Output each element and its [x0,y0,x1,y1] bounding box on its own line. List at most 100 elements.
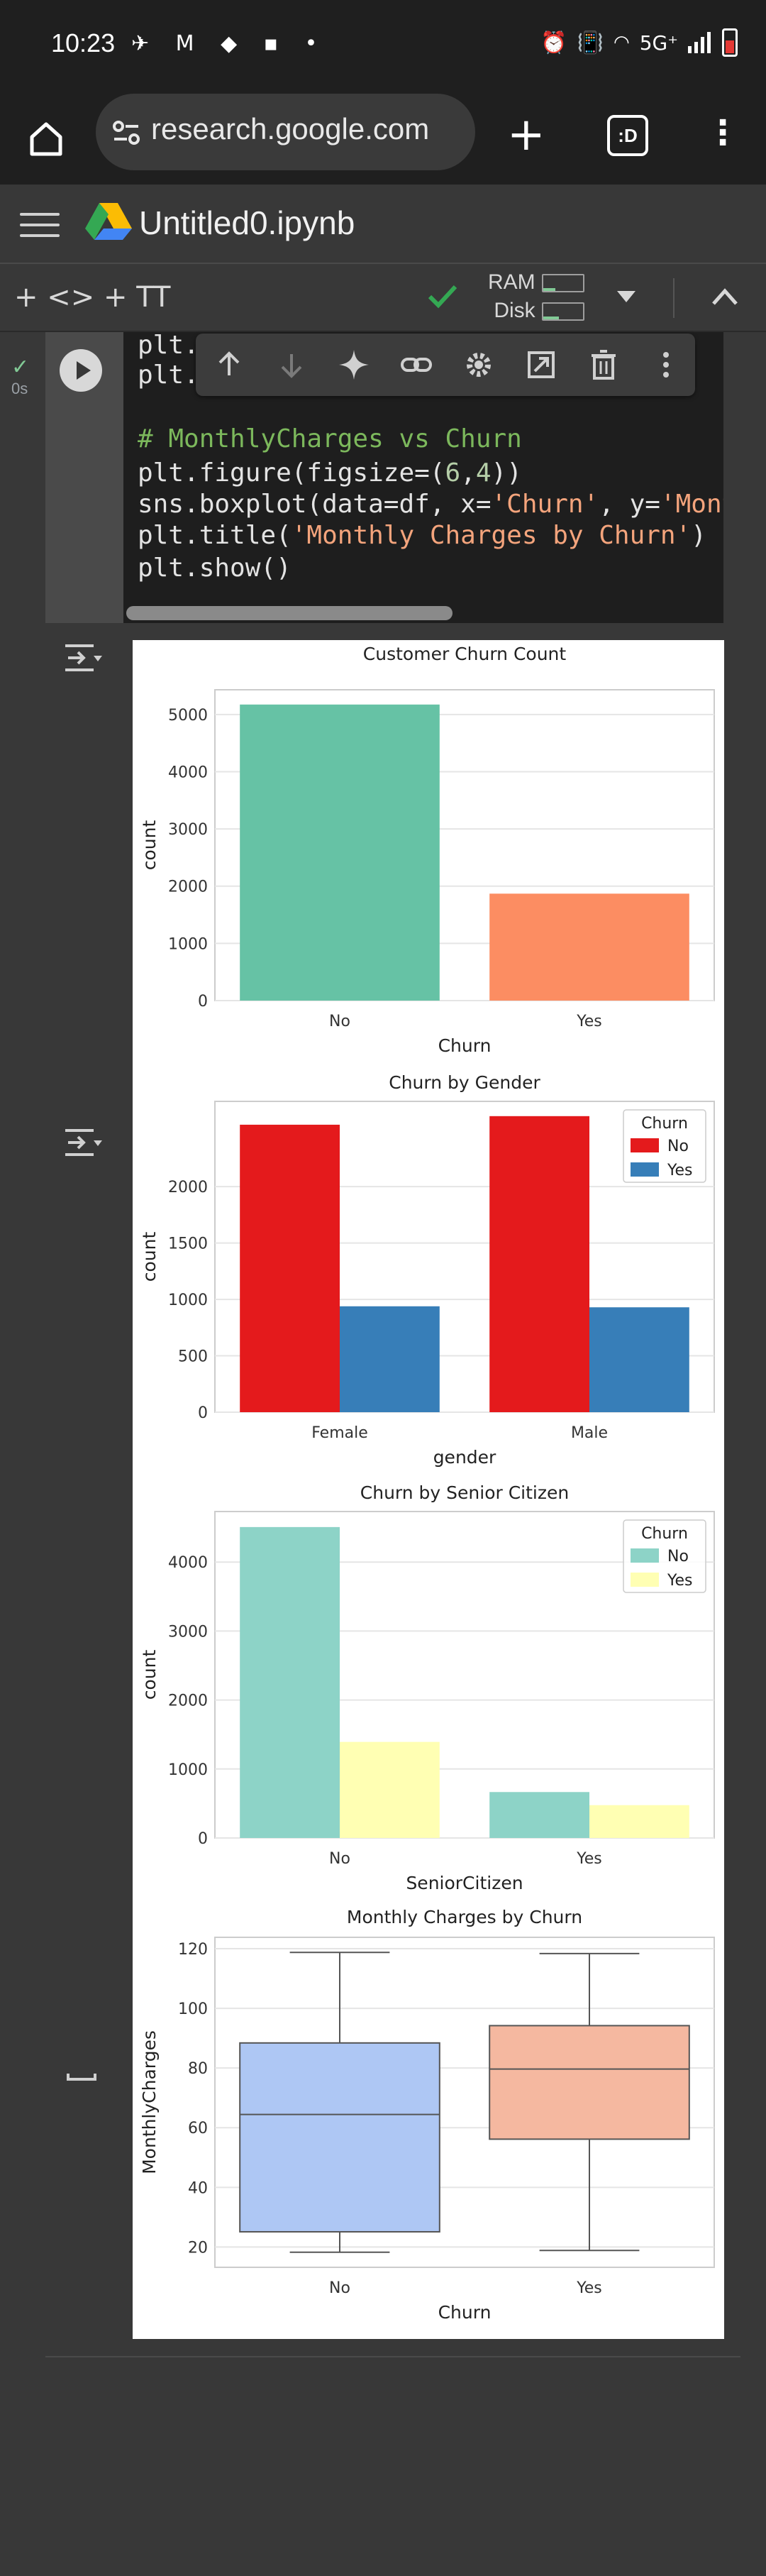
x-tick-label: No [329,1850,350,1868]
site-settings-icon[interactable] [110,116,143,149]
code-line[interactable]: plt.show() [138,554,292,583]
wifi-icon: ◠ [614,32,630,53]
browser-toolbar: research.google.com + :D ⋮ [0,92,766,185]
x-axis-label: Churn [438,2302,492,2323]
output-collapse-icon[interactable] [62,2065,104,2101]
move-cell-up-icon[interactable] [211,347,247,382]
bar [240,1124,340,1412]
x-tick-label: No [329,1013,350,1030]
alarm-icon: ⏰ [540,30,567,55]
legend-label: Yes [667,1162,693,1179]
hamburger-menu-icon[interactable] [20,213,60,237]
output-left-margin [45,624,131,2356]
code-token: 'Churn' [491,490,599,519]
legend-title: Churn [641,1525,688,1543]
code-token: , y= [599,490,660,519]
vibrate-icon: 📳 [577,30,604,55]
legend-title: Churn [641,1115,688,1133]
mirror-cell-icon[interactable] [523,347,559,382]
collapse-chevron-up-icon[interactable] [709,284,740,309]
x-tick-label: Male [571,1424,608,1442]
legend-label: Yes [667,1572,693,1590]
chart-title: Monthly Charges by Churn [347,1907,582,1927]
settings-gear-icon[interactable] [461,347,496,382]
notebook-title[interactable]: Untitled0.ipynb [139,204,355,241]
code-token: plt.title( [138,521,292,550]
link-icon[interactable] [399,347,434,382]
x-tick-label: Yes [576,1013,602,1030]
bar [489,893,689,1001]
cell-bottom-border [45,2356,740,2357]
y-tick-label: 1000 [168,1761,208,1779]
code-line[interactable]: plt. [138,360,199,390]
x-axis-label: SeniorCitizen [406,1873,523,1893]
bar [489,1792,589,1838]
code-token: plt.figure(figsize=( [138,458,445,488]
browser-menu-icon[interactable]: ⋮ [706,113,740,153]
legend-swatch [631,1573,659,1587]
url-bar[interactable]: research.google.com [96,94,475,170]
resources-dropdown-icon[interactable] [614,288,638,305]
execution-time: 0s [11,380,28,397]
y-tick-label: 2000 [168,1179,208,1196]
code-token: , [460,458,476,488]
gemini-sparkle-icon[interactable] [336,347,372,382]
move-cell-down-icon[interactable] [274,347,309,382]
cell-left-margin [0,332,45,2576]
add-code-button[interactable]: + <> [14,281,95,314]
x-tick-label: No [329,2279,350,2297]
connected-check-icon[interactable] [424,278,460,314]
y-tick-label: 2000 [168,879,208,896]
y-tick-label: 0 [198,1830,208,1848]
code-line[interactable]: plt.figure(figsize=(6,4)) [138,458,522,488]
y-tick-label: 0 [198,1404,208,1422]
resource-labels[interactable]: RAM Disk [488,268,535,325]
y-axis-label: count [139,820,160,871]
notification-icons: ✈ M ◆ ▪ • [131,31,328,56]
y-tick-label: 0 [198,993,208,1011]
code-token: plt.show() [138,554,292,583]
x-tick-label: Yes [576,1850,602,1868]
execution-status: ✓ 0s [11,355,29,398]
code-line[interactable]: plt. [138,332,199,360]
delete-trash-icon[interactable] [586,347,621,382]
output-actions-icon-2[interactable] [62,1125,104,1160]
home-icon[interactable] [25,117,67,160]
more-options-icon[interactable] [648,347,684,382]
bar [589,1805,689,1838]
y-axis-label: count [139,1650,160,1700]
code-line[interactable]: plt.title('Monthly Charges by Churn') [138,521,706,550]
system-icons: ⏰ 📳 ◠ 5G⁺ [540,28,738,57]
x-axis-label: gender [433,1447,496,1468]
bar [340,1741,440,1838]
run-cell-button[interactable] [60,349,102,392]
code-token: )) [491,458,522,488]
bar [340,1306,440,1412]
box [239,2042,440,2233]
code-token: plt. [138,360,199,390]
legend-swatch [631,1548,659,1563]
bar [589,1307,689,1412]
code-line[interactable]: # MonthlyCharges vs Churn [138,424,522,453]
notebook-toolbar: + <> + TT RAM Disk [0,264,766,332]
code-line[interactable]: sns.boxplot(data=df, x='Churn', y='Mont [138,490,723,519]
y-tick-label: 4000 [168,764,208,781]
status-time: 10:23 [51,28,116,57]
y-tick-label: 80 [188,2060,208,2078]
new-tab-plus-icon[interactable]: + [507,109,545,161]
y-tick-label: 100 [178,2000,208,2018]
tab-switcher-label: :D [618,124,638,146]
code-token: plt. [138,332,199,360]
output-actions-icon[interactable] [62,640,104,676]
y-tick-label: 3000 [168,1623,208,1641]
add-text-button[interactable]: + TT [104,281,171,314]
tab-switcher-button[interactable]: :D [607,115,648,156]
chart-title: Churn by Gender [389,1072,540,1093]
x-tick-label: Yes [576,2279,602,2297]
code-token: # MonthlyCharges vs Churn [138,424,522,453]
code-horizontal-scrollbar[interactable] [126,606,453,620]
network-label: 5G⁺ [639,31,678,55]
ram-meter [542,274,584,292]
output-panel: 0 1000 2000 3000 4000 5000 No Yes Customer Churn… [133,640,724,2339]
status-bar: 10:23 ✈ M ◆ ▪ • ⏰ 📳 ◠ 5G⁺ [0,0,766,92]
